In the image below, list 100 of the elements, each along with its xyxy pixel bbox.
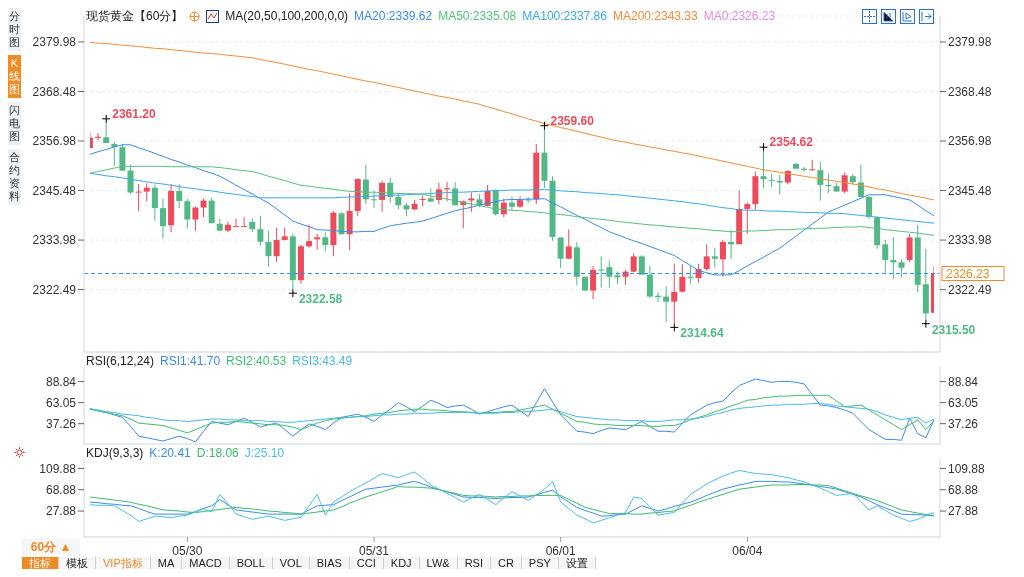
candlestick xyxy=(679,263,686,293)
text: J:25.10 xyxy=(244,446,285,460)
y2-tick-label: 2368.48 xyxy=(948,84,992,99)
y2-tick-label: 37.26 xyxy=(948,416,979,431)
candlestick xyxy=(663,285,670,323)
candlestick xyxy=(898,258,905,278)
text: MA200:2343.33 xyxy=(612,9,698,23)
text: 闪电图 xyxy=(8,102,21,145)
text: MA100:2337.86 xyxy=(522,9,607,23)
candlestick xyxy=(703,243,710,272)
candlestick xyxy=(711,247,718,269)
text: LW& xyxy=(419,557,458,569)
y-tick-label: 2368.48 xyxy=(32,84,77,99)
text: 指标 xyxy=(22,557,59,569)
candlestick xyxy=(273,227,280,263)
candlestick xyxy=(184,198,191,230)
candlestick xyxy=(598,255,605,289)
line-series xyxy=(90,403,934,424)
x-tick-label: 06/04 xyxy=(732,544,763,558)
y-tick-label: 63.05 xyxy=(45,395,77,410)
candlestick xyxy=(200,198,207,218)
annotation: MA(20,50,100,200,0,0) xyxy=(225,9,349,23)
candlestick xyxy=(906,233,913,263)
candlestick xyxy=(257,215,264,247)
annotation: MA0:2326.23 xyxy=(703,9,776,23)
annotation: 2314.64 xyxy=(680,326,725,341)
text: 设置 xyxy=(558,557,596,569)
y-tick-label: 88.84 xyxy=(45,374,77,389)
candlestick xyxy=(143,182,150,202)
candlestick xyxy=(606,260,613,289)
candlestick xyxy=(882,239,889,274)
candlestick xyxy=(159,198,166,240)
text: RSI2:40.53 xyxy=(226,354,287,368)
candlestick xyxy=(346,192,353,251)
candlestick xyxy=(151,184,158,222)
line-series xyxy=(90,394,934,434)
candlestick xyxy=(419,194,426,207)
candlestick xyxy=(630,252,637,273)
text: BIAS xyxy=(309,557,350,569)
text: MA20:2339.62 xyxy=(354,9,433,23)
y2-tick-label: 2345.48 xyxy=(948,183,992,198)
candlestick xyxy=(744,201,751,235)
y2-tick-label: 2356.98 xyxy=(948,134,992,149)
chart-title: RSI(6,12,24) xyxy=(86,354,155,368)
candlestick xyxy=(557,236,564,269)
candlestick xyxy=(508,195,515,211)
candlestick xyxy=(468,191,475,213)
text: MACD xyxy=(182,557,230,569)
y-tick-label: 2322.49 xyxy=(32,282,77,297)
candlestick xyxy=(646,265,653,299)
line-series xyxy=(90,41,934,201)
text: 模板 xyxy=(59,557,96,569)
annotation: 2354.62 xyxy=(769,135,814,150)
y2-tick-label: 109.88 xyxy=(948,461,986,476)
candlestick xyxy=(265,230,272,268)
y-tick-label: 2356.98 xyxy=(32,134,77,149)
x-tick-label: 05/30 xyxy=(172,544,203,558)
annotation: 2359.60 xyxy=(550,113,595,128)
line-series xyxy=(90,172,934,224)
candlestick xyxy=(192,206,199,232)
candlestick xyxy=(590,265,597,300)
text: PSY xyxy=(521,557,559,569)
candlestick xyxy=(638,254,645,276)
y-tick-label: 37.26 xyxy=(45,416,77,431)
y2-tick-label: 63.05 xyxy=(948,395,979,410)
candlestick xyxy=(809,159,816,172)
text: MA xyxy=(150,557,183,569)
candlestick xyxy=(241,216,248,228)
candlestick xyxy=(817,161,824,202)
y-tick-label: 2333.98 xyxy=(32,233,77,248)
text: RSI xyxy=(457,557,491,569)
y2-tick-label: 2322.49 xyxy=(948,282,992,297)
text: 分时图 xyxy=(8,8,21,51)
text: VIP指标 xyxy=(96,557,151,569)
candlestick xyxy=(866,195,873,220)
text: 合约资料 xyxy=(8,149,21,205)
text: RSI1:41.70 xyxy=(160,354,221,368)
text: K:20.41 xyxy=(149,446,191,460)
y-tick-label: 2345.48 xyxy=(32,183,77,198)
x-tick-label: 05/31 xyxy=(359,544,390,558)
candlestick xyxy=(776,174,783,196)
text: RSI3:43.49 xyxy=(292,354,353,368)
text: CCI xyxy=(349,557,384,569)
text: K线图 xyxy=(8,55,21,98)
text: 60分 ▲ xyxy=(22,539,80,555)
candlestick xyxy=(306,224,313,249)
text: MA50:2335.08 xyxy=(438,9,517,23)
text: BOLL xyxy=(229,557,273,569)
candlestick xyxy=(565,228,572,260)
chart-title: 现货黄金【60分】 xyxy=(86,7,184,25)
text: KDJ xyxy=(383,557,420,569)
candlestick xyxy=(322,231,329,253)
chart-title: KDJ(9,3,3) xyxy=(86,446,144,460)
y2-tick-label: 88.84 xyxy=(948,374,979,389)
annotation: 2315.50 xyxy=(931,322,976,337)
y-tick-label: 27.88 xyxy=(45,504,77,519)
y-tick-label: 2379.98 xyxy=(32,35,77,50)
y2-tick-label: 2333.98 xyxy=(948,233,992,248)
line-series xyxy=(90,378,934,443)
y2-tick-label: 27.88 xyxy=(948,504,979,519)
